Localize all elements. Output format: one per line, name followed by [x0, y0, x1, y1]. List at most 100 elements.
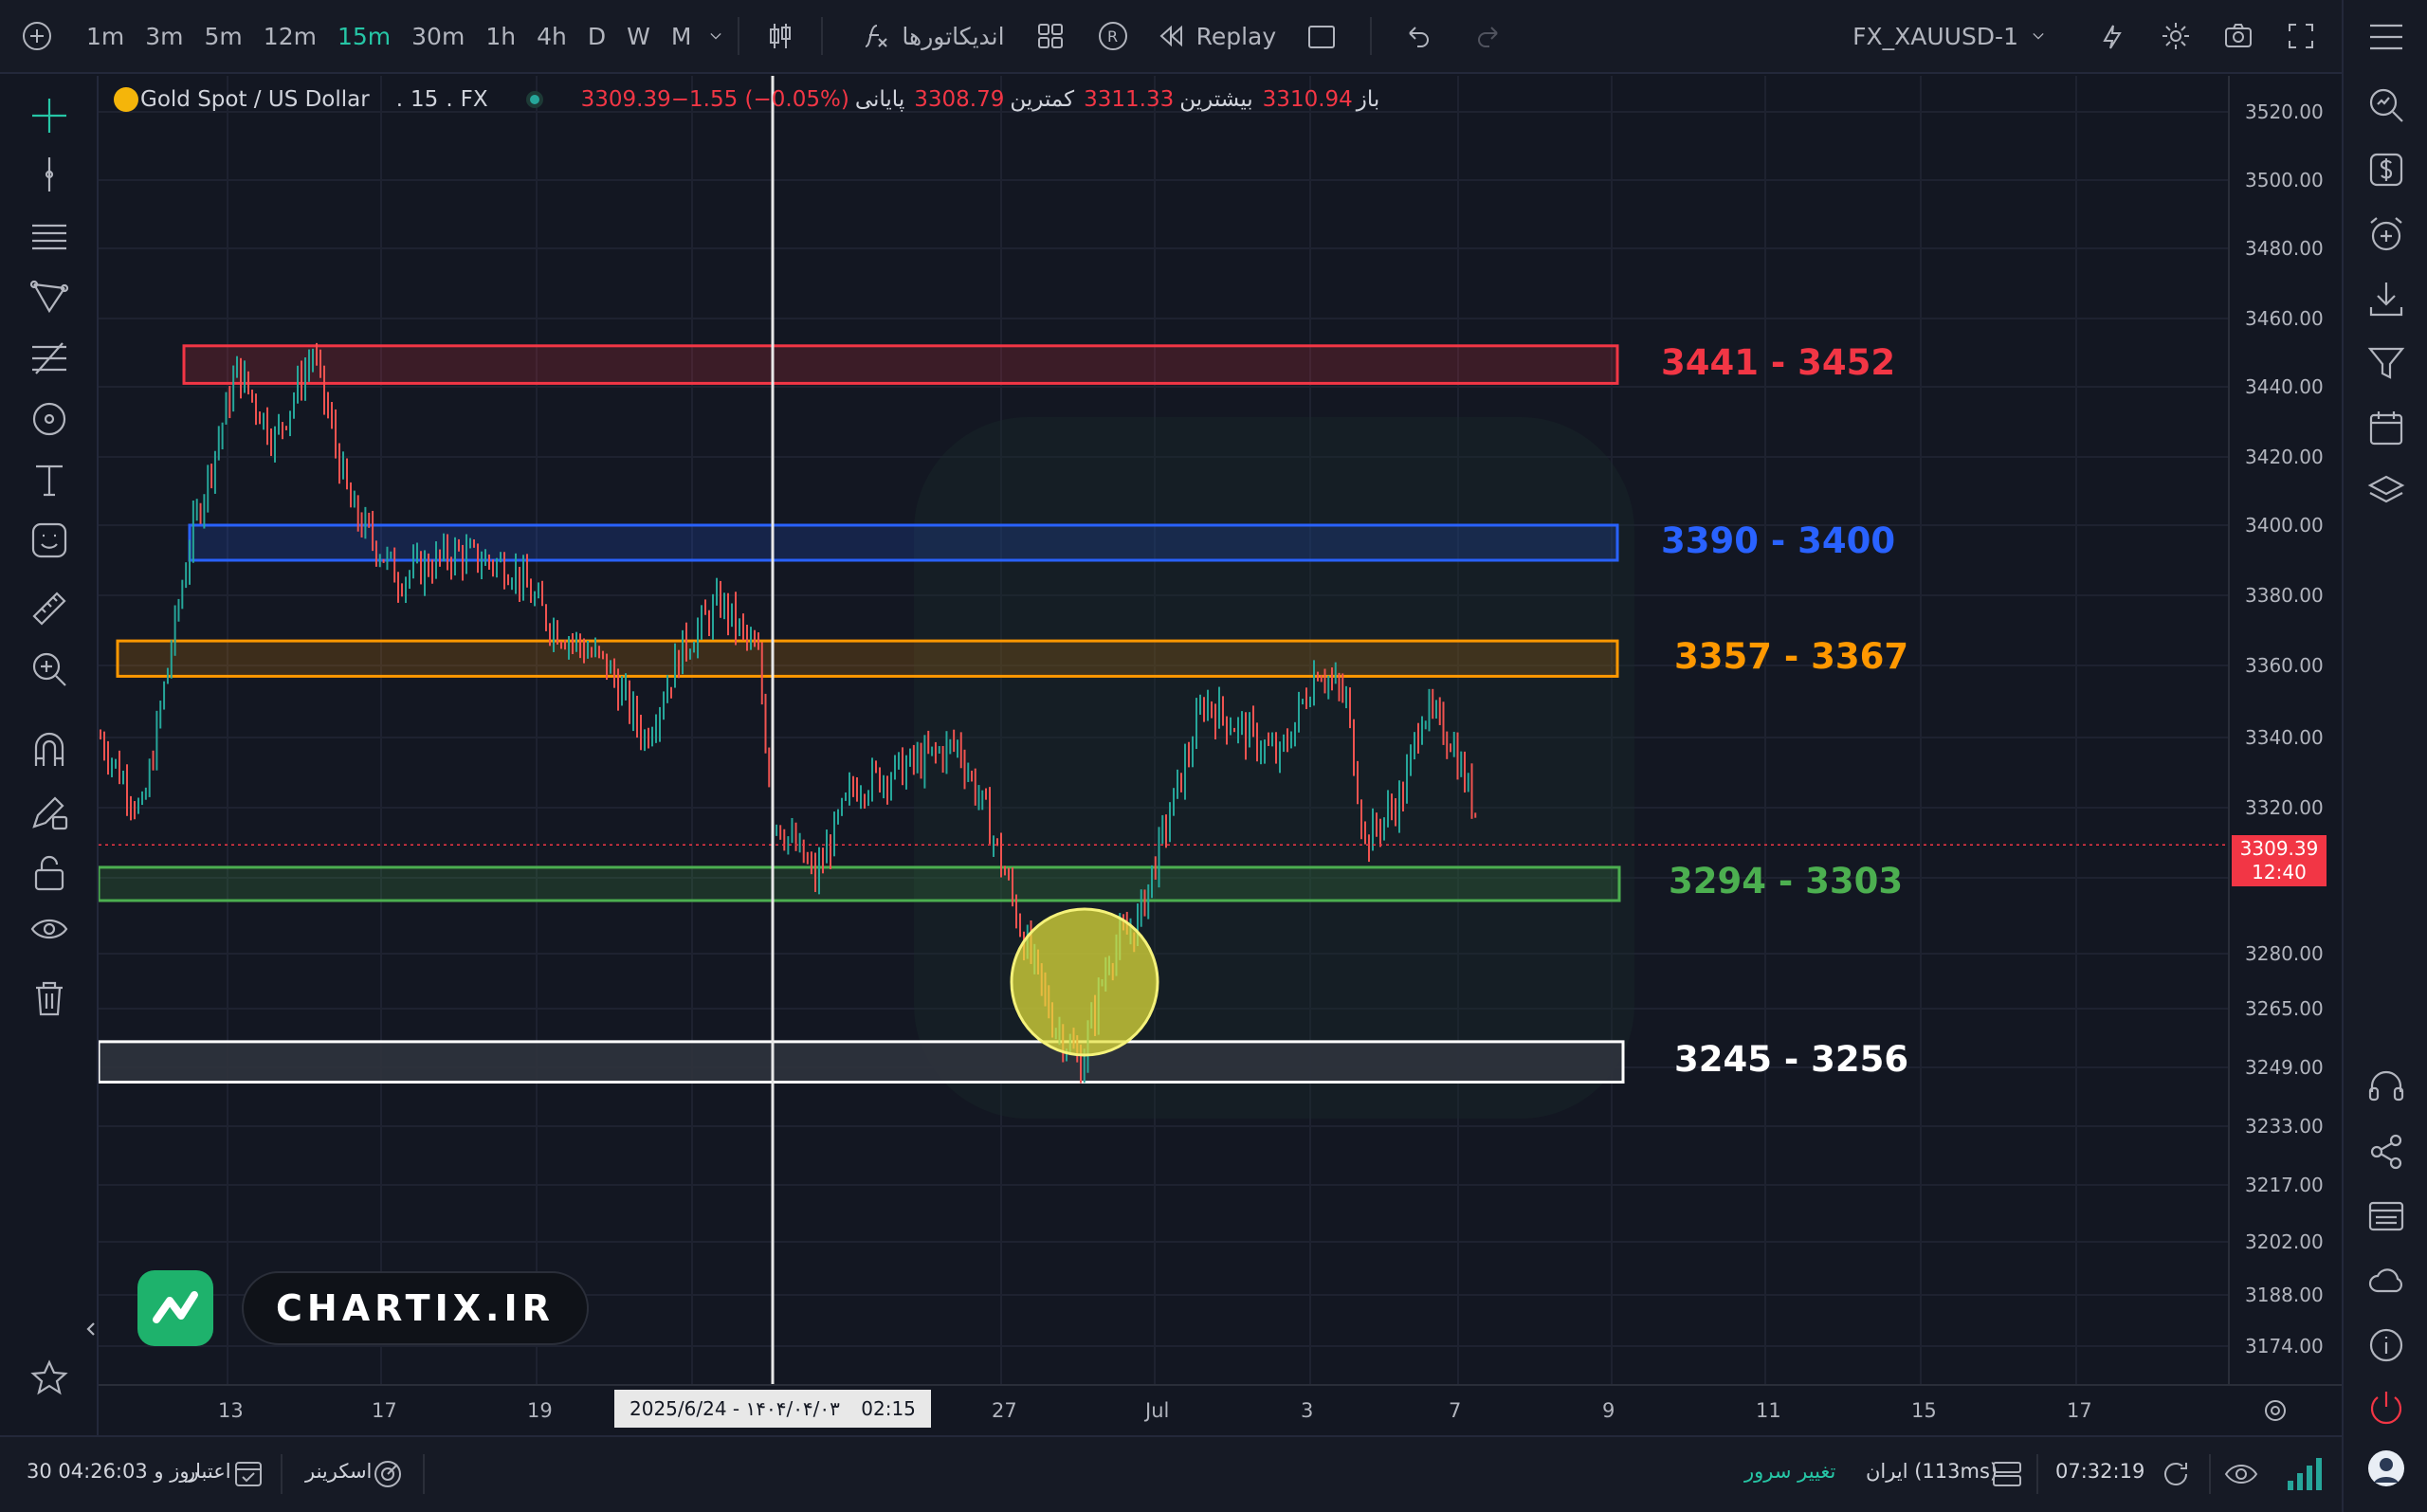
zone-label: 3441 - 3452	[1661, 341, 1896, 383]
price-tick: 3174.00	[2245, 1335, 2324, 1357]
screener-label[interactable]: اسکرینر	[305, 1460, 373, 1483]
search-chart-icon[interactable]	[2366, 85, 2406, 125]
news-icon[interactable]	[2366, 1196, 2406, 1236]
timeframe-15m[interactable]: 15m	[337, 22, 392, 50]
cloud-icon[interactable]	[2366, 1261, 2406, 1301]
layers-icon[interactable]	[2366, 472, 2406, 512]
timeframe-12m[interactable]: 12m	[263, 22, 317, 50]
alarm-icon[interactable]	[2366, 214, 2406, 254]
horizontal-lines-icon[interactable]	[28, 216, 70, 258]
chevron-down-icon[interactable]	[705, 26, 726, 46]
timeframe-1h[interactable]: 1h	[485, 22, 517, 50]
support-icon[interactable]	[2366, 1067, 2406, 1107]
dollar-icon[interactable]	[2366, 150, 2406, 190]
zoom-in-icon[interactable]	[28, 648, 70, 690]
text-icon[interactable]	[28, 459, 70, 501]
time-tick: 13	[218, 1399, 244, 1422]
replay-button[interactable]: Replay	[1144, 20, 1287, 52]
menu-icon[interactable]	[2366, 17, 2406, 57]
symbol-selector[interactable]: FX_XAUUSD-1	[1842, 23, 2059, 50]
candles-icon[interactable]	[764, 20, 796, 52]
collapse-arrow-icon[interactable]	[83, 1308, 99, 1350]
highlight-circle	[1010, 907, 1159, 1057]
emoji-icon[interactable]	[28, 519, 70, 561]
indicators-icon	[860, 20, 892, 52]
download-icon[interactable]	[2366, 279, 2406, 319]
chartix-logo	[137, 1270, 213, 1346]
crosshair-date: 2025/6/24 - ۱۴۰۴/۰۴/۰۳	[630, 1397, 840, 1420]
timeframe-W[interactable]: W	[627, 22, 650, 50]
time-tick: 19	[527, 1399, 553, 1422]
power-icon[interactable]	[2366, 1388, 2406, 1428]
screener-icon[interactable]	[372, 1458, 404, 1495]
brush-icon[interactable]	[28, 398, 70, 440]
price-tick: 3360.00	[2245, 654, 2324, 677]
price-chart[interactable]	[99, 76, 2228, 1384]
layout-icon[interactable]	[1034, 20, 1067, 52]
info-icon[interactable]	[2366, 1325, 2406, 1365]
price-axis[interactable]: 3520.00 3500.00 3480.00 3460.00 3440.00 3420.…	[2228, 76, 2342, 1384]
redo-icon[interactable]	[1472, 20, 1505, 52]
gear-icon[interactable]	[2160, 20, 2192, 52]
trend-line-icon[interactable]	[28, 154, 70, 195]
time-axis[interactable]: 2025/6/24 - ۱۴۰۴/۰۴/۰۳ 02:15 13 17 19 27 Jul…	[99, 1384, 2342, 1433]
market-status-icon	[525, 91, 543, 108]
price-tick: 3440.00	[2245, 375, 2324, 398]
ohlc-legend: Gold Spot / US Dollar . 15 . FX 3309.39 …	[114, 87, 1379, 112]
axis-settings-icon[interactable]	[2262, 1397, 2289, 1424]
price-tick: 3420.00	[2245, 446, 2324, 468]
filter-icon[interactable]	[2366, 343, 2406, 383]
fullscreen-icon[interactable]	[2285, 20, 2317, 52]
time-tick: 17	[372, 1399, 397, 1422]
pencil-lock-icon[interactable]	[28, 791, 70, 832]
star-icon[interactable]	[28, 1357, 70, 1399]
timeframe-D[interactable]: D	[587, 22, 607, 50]
indicators-button[interactable]: اندیکاتورها	[849, 20, 1014, 52]
timeframe-5m[interactable]: 5m	[204, 22, 243, 50]
undo-icon[interactable]	[1402, 20, 1434, 52]
avatar[interactable]	[2366, 1448, 2406, 1488]
rectangle-icon[interactable]	[1305, 20, 1338, 52]
alert-icon[interactable]	[2097, 20, 2129, 52]
time-tick: 15	[1911, 1399, 1937, 1422]
refresh-icon[interactable]	[2160, 1458, 2192, 1495]
server-icon	[1991, 1458, 2023, 1495]
plus-icon[interactable]	[21, 20, 53, 52]
symbol-name: Gold Spot / US Dollar	[140, 87, 370, 112]
status-divider	[2209, 1454, 2211, 1494]
legend-interval: 15	[411, 87, 439, 112]
timeframe-3m[interactable]: 3m	[145, 22, 184, 50]
camera-icon[interactable]	[2222, 20, 2254, 52]
timeframe-M[interactable]: M	[670, 22, 692, 50]
r-badge-icon[interactable]: R	[1097, 20, 1129, 52]
price-tick: 3340.00	[2245, 726, 2324, 749]
crosshair-time: 02:15	[861, 1397, 916, 1420]
time-tick: 9	[1602, 1399, 1615, 1422]
ruler-icon[interactable]	[28, 588, 70, 629]
indicators-label: اندیکاتورها	[902, 22, 1005, 50]
timeframe-4h[interactable]: 4h	[537, 22, 567, 50]
calendar-icon[interactable]	[2366, 408, 2406, 447]
pattern-icon[interactable]	[28, 277, 70, 319]
status-divider	[281, 1454, 283, 1494]
timeframe-30m[interactable]: 30m	[411, 22, 465, 50]
lock-icon[interactable]	[28, 851, 70, 893]
crosshair-icon[interactable]	[28, 95, 70, 137]
fib-icon[interactable]	[28, 337, 70, 379]
price-tick: 3320.00	[2245, 796, 2324, 819]
price-tick: 3500.00	[2245, 169, 2324, 191]
legend-dot: .	[395, 87, 404, 112]
magnet-icon[interactable]	[28, 730, 70, 772]
eye-icon[interactable]	[28, 910, 70, 952]
server-change-link[interactable]: تغییر سرور	[1744, 1460, 1836, 1483]
price-tick: 3280.00	[2245, 942, 2324, 965]
zone-rect	[116, 639, 1619, 678]
chart-canvas[interactable]	[99, 76, 2228, 1384]
trash-icon[interactable]	[28, 976, 70, 1018]
calendar-check-icon	[233, 1458, 264, 1493]
price-tick: 3380.00	[2245, 584, 2324, 607]
share-icon[interactable]	[2366, 1132, 2406, 1172]
timeframe-list: 1m 3m 5m 12m 15m 30m 1h 4h D W M	[76, 23, 702, 50]
eye-icon[interactable]	[2224, 1458, 2258, 1495]
timeframe-1m[interactable]: 1m	[86, 22, 125, 50]
